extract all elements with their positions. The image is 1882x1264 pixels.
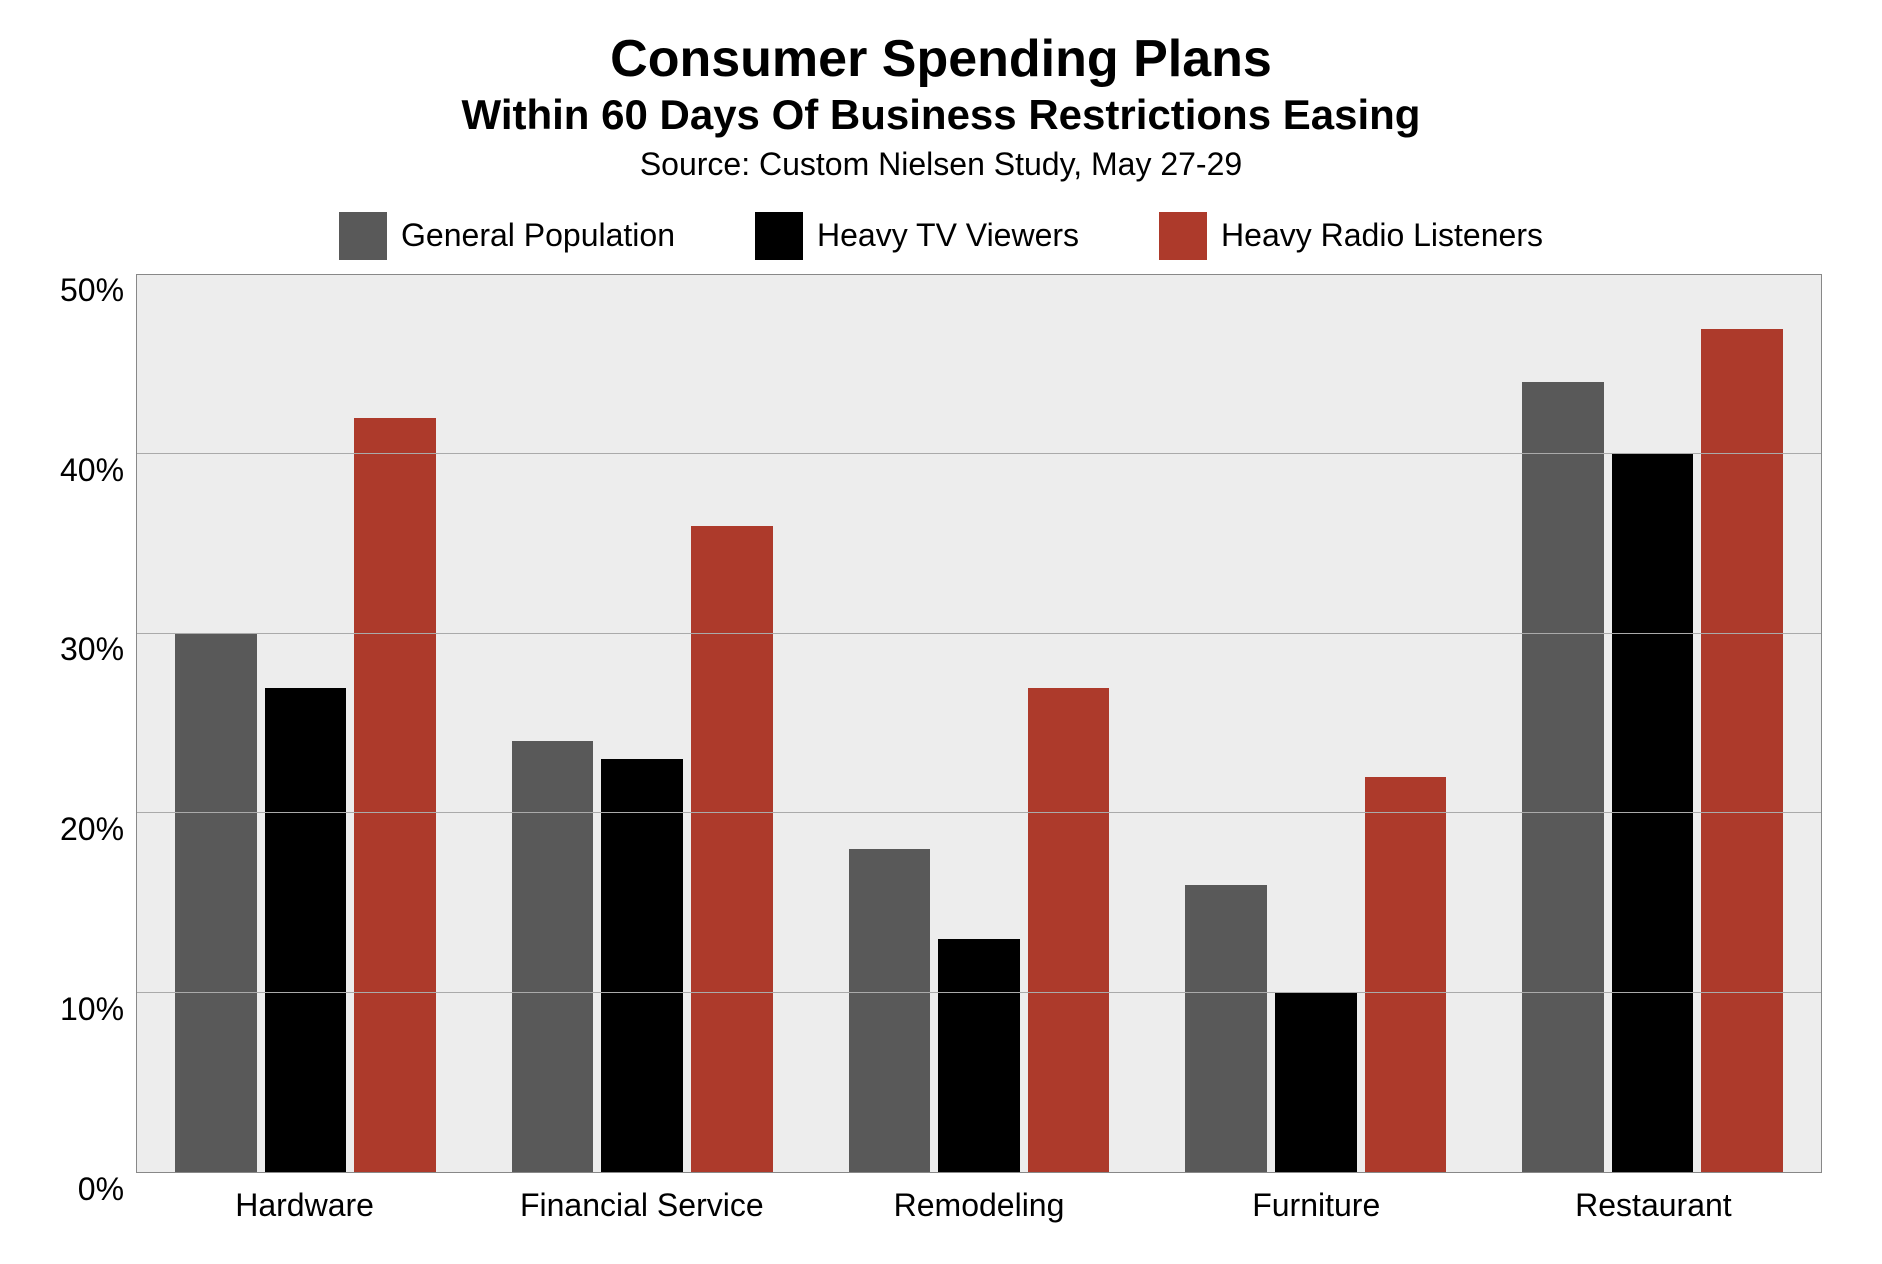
x-tick-label: Furniture xyxy=(1148,1187,1485,1224)
chart-title: Consumer Spending Plans xyxy=(60,30,1822,90)
grid-line xyxy=(137,812,1821,813)
bar xyxy=(1028,688,1110,1172)
x-axis: HardwareFinancial ServiceRemodelingFurni… xyxy=(60,1187,1822,1224)
legend-swatch xyxy=(339,212,387,260)
legend-swatch xyxy=(755,212,803,260)
x-tick-label: Restaurant xyxy=(1485,1187,1822,1224)
bar xyxy=(1275,993,1357,1172)
bar xyxy=(1701,329,1783,1172)
bar-groups xyxy=(137,275,1821,1172)
legend-swatch xyxy=(1159,212,1207,260)
legend-label: Heavy Radio Listeners xyxy=(1221,217,1543,254)
bar-group xyxy=(474,275,811,1172)
bar xyxy=(1185,885,1267,1172)
bar xyxy=(265,688,347,1172)
x-tick-label: Remodeling xyxy=(810,1187,1147,1224)
legend-label: Heavy TV Viewers xyxy=(817,217,1079,254)
chart-legend: General Population Heavy TV Viewers Heav… xyxy=(60,212,1822,260)
grid-line xyxy=(137,992,1821,993)
plot-row: 50%40%30%20%10%0% xyxy=(60,274,1822,1173)
grid-line xyxy=(137,453,1821,454)
chart-source: Source: Custom Nielsen Study, May 27-29 xyxy=(60,144,1822,186)
y-axis: 50%40%30%20%10%0% xyxy=(60,274,136,1173)
bar-group xyxy=(137,275,474,1172)
bar xyxy=(1522,382,1604,1172)
plot-area xyxy=(136,274,1822,1173)
chart-titles: Consumer Spending Plans Within 60 Days O… xyxy=(60,30,1822,186)
bar xyxy=(938,939,1020,1172)
legend-label: General Population xyxy=(401,217,675,254)
bar-group xyxy=(1484,275,1821,1172)
bar-group xyxy=(1147,275,1484,1172)
bar xyxy=(1365,777,1447,1172)
x-tick-label: Financial Service xyxy=(473,1187,810,1224)
legend-item: General Population xyxy=(339,212,675,260)
bar xyxy=(849,849,931,1172)
grid-line xyxy=(137,633,1821,634)
bar xyxy=(175,634,257,1172)
bar xyxy=(691,526,773,1172)
bar xyxy=(354,418,436,1172)
x-axis-labels: HardwareFinancial ServiceRemodelingFurni… xyxy=(136,1187,1822,1224)
chart-container: Consumer Spending Plans Within 60 Days O… xyxy=(0,0,1882,1264)
chart-subtitle: Within 60 Days Of Business Restrictions … xyxy=(60,90,1822,140)
legend-item: Heavy Radio Listeners xyxy=(1159,212,1543,260)
x-tick-label: Hardware xyxy=(136,1187,473,1224)
bar xyxy=(512,741,594,1172)
legend-item: Heavy TV Viewers xyxy=(755,212,1079,260)
bar-group xyxy=(811,275,1148,1172)
bar xyxy=(601,759,683,1172)
